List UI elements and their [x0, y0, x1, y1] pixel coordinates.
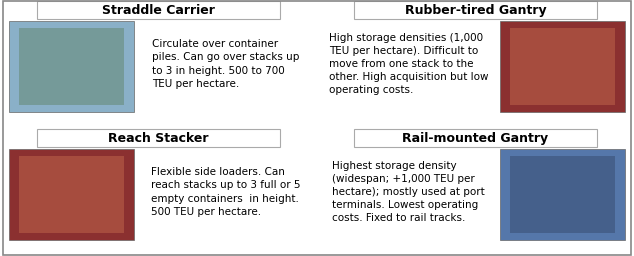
FancyBboxPatch shape: [510, 28, 615, 105]
FancyBboxPatch shape: [10, 21, 134, 112]
FancyBboxPatch shape: [500, 149, 624, 240]
FancyBboxPatch shape: [19, 28, 124, 105]
FancyBboxPatch shape: [37, 1, 280, 19]
Text: Highest storage density
(widespan; +1,000 TEU per
hectare); mostly used at port
: Highest storage density (widespan; +1,00…: [332, 161, 485, 223]
Text: Rubber-tired Gantry: Rubber-tired Gantry: [404, 4, 547, 17]
Text: Circulate over container
piles. Can go over stacks up
to 3 in height. 500 to 700: Circulate over container piles. Can go o…: [152, 39, 299, 89]
FancyBboxPatch shape: [10, 149, 134, 240]
FancyBboxPatch shape: [37, 129, 280, 147]
FancyBboxPatch shape: [500, 21, 624, 112]
Text: High storage densities (1,000
TEU per hectare). Difficult to
move from one stack: High storage densities (1,000 TEU per he…: [329, 33, 488, 95]
FancyBboxPatch shape: [354, 1, 597, 19]
Text: Straddle Carrier: Straddle Carrier: [102, 4, 215, 17]
FancyBboxPatch shape: [354, 129, 597, 147]
Text: Rail-mounted Gantry: Rail-mounted Gantry: [403, 132, 548, 145]
Text: Flexible side loaders. Can
reach stacks up to 3 full or 5
empty containers  in h: Flexible side loaders. Can reach stacks …: [151, 167, 300, 217]
FancyBboxPatch shape: [19, 156, 124, 233]
FancyBboxPatch shape: [510, 156, 615, 233]
Text: Reach Stacker: Reach Stacker: [108, 132, 209, 145]
